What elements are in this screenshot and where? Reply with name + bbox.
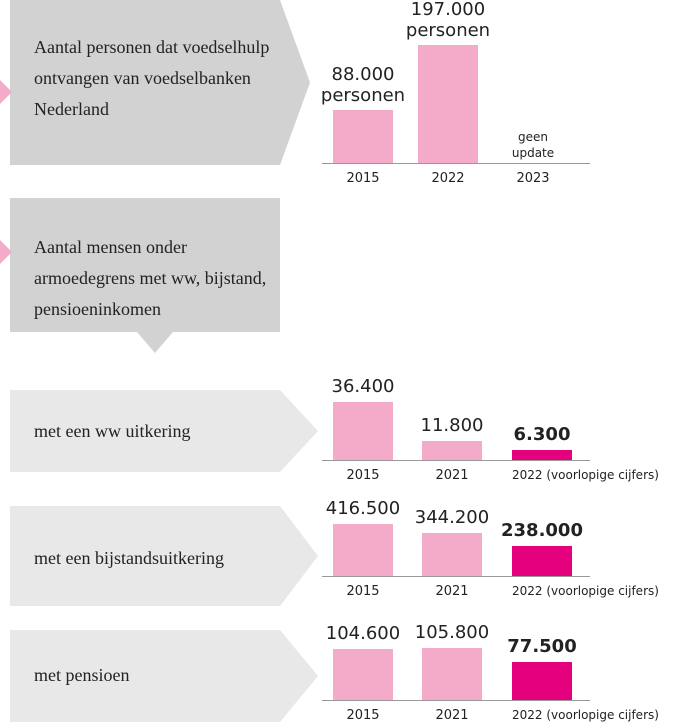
x-tick-label: 2023	[516, 171, 550, 186]
value-label: 11.800	[420, 415, 484, 437]
bar	[512, 449, 572, 460]
value-label: 104.600	[325, 622, 401, 644]
value-label: 88.000	[331, 64, 395, 86]
x-tick-label: 2022 (voorlopige cijfers)	[512, 468, 659, 482]
annotation: geen update	[511, 130, 555, 160]
value-unit: personen	[320, 85, 406, 107]
x-tick-label: 2022	[431, 171, 465, 186]
baseline	[322, 460, 590, 461]
value-label: 416.500	[325, 498, 401, 519]
bar	[422, 441, 482, 460]
bar	[333, 402, 393, 460]
bar	[333, 648, 393, 700]
value-label: 238.000	[501, 520, 583, 542]
value-label: 6.300	[513, 423, 571, 445]
section-heading: Aantal mensen onder armoedegrens met ww,…	[34, 237, 267, 319]
value-label: 36.400	[331, 376, 395, 397]
bar	[512, 661, 572, 700]
bar	[418, 45, 478, 163]
value-label: 344.200	[414, 507, 490, 529]
baseline	[322, 700, 590, 701]
label-box	[10, 506, 318, 606]
heading-box	[10, 198, 280, 353]
x-tick-label: 2015	[346, 171, 380, 186]
x-tick-label: 2021	[435, 468, 469, 483]
x-tick-label: 2015	[346, 584, 380, 599]
label-box	[10, 390, 318, 472]
x-tick-label: 2015	[346, 708, 380, 723]
bar	[422, 648, 482, 700]
value-unit: personen	[405, 20, 491, 41]
chart-title: met een ww uitkering	[34, 421, 191, 441]
x-tick-label: 2021	[435, 584, 469, 599]
value-label: 197.000	[410, 0, 486, 20]
bar	[333, 524, 393, 576]
bar	[422, 533, 482, 576]
value-label: 105.800	[414, 622, 490, 643]
chart-title: Aantal personen dat voedselhulp ontvange…	[34, 37, 270, 119]
value-label: 77.500	[507, 635, 577, 657]
baseline	[322, 576, 590, 577]
bar	[512, 546, 572, 576]
chart-title: met een bijstandsuitkering	[34, 548, 224, 568]
chart-title: met pensioen	[34, 665, 130, 685]
x-tick-label: 2015	[346, 468, 380, 483]
label-box	[10, 630, 318, 722]
label-box	[10, 0, 310, 165]
x-tick-label: 2021	[435, 708, 469, 723]
x-tick-label: 2022 (voorlopige cijfers)	[512, 708, 659, 722]
x-tick-label: 2022 (voorlopige cijfers)	[512, 584, 659, 598]
baseline	[322, 163, 590, 164]
bar	[333, 110, 393, 163]
